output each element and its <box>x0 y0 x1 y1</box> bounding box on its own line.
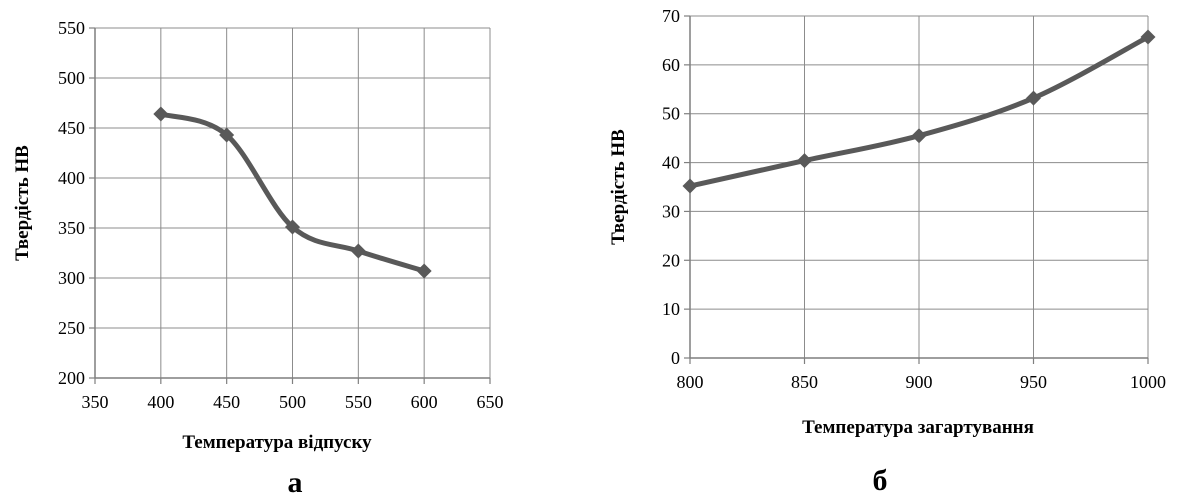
y-tick-label-a-2: 300 <box>58 268 85 288</box>
data-point-b-3 <box>1026 90 1041 106</box>
x-axis-title-b: Температура загартування <box>802 417 1034 438</box>
y-tick-label-a-7: 550 <box>58 18 85 38</box>
y-tick-label-b-3: 30 <box>662 201 680 221</box>
y-tick-label-b-4: 40 <box>662 153 680 173</box>
x-axis-title-a: Температура відпуску <box>182 432 372 453</box>
grid-lines-a <box>95 27 491 378</box>
x-tick-label-a-6: 650 <box>477 392 504 412</box>
chart-panel-a: 350 400 450 500 550 600 650 200 250 300 350 400 450… <box>12 18 504 499</box>
x-tick-label-a-0: 350 <box>82 392 109 412</box>
data-point-a-3 <box>350 243 366 259</box>
y-tick-label-a-5: 450 <box>58 118 85 138</box>
y-axis-title-b: Твердість НВ <box>608 129 629 245</box>
y-tick-label-a-1: 250 <box>58 318 85 338</box>
data-point-a-0 <box>153 106 169 122</box>
x-tick-label-a-3: 500 <box>279 392 306 412</box>
x-tick-label-b-4: 1000 <box>1130 372 1166 392</box>
y-tick-label-a-3: 350 <box>58 218 85 238</box>
y-tick-label-a-4: 400 <box>58 168 85 188</box>
data-point-a-2 <box>285 219 300 235</box>
data-point-b-0 <box>682 178 698 194</box>
x-tick-label-b-0: 800 <box>677 372 704 392</box>
x-ticks-a: 350 400 450 500 550 600 650 <box>82 378 504 412</box>
grid-lines-b <box>690 15 1149 358</box>
data-point-b-4 <box>1140 29 1156 45</box>
x-tick-label-b-2: 900 <box>906 372 933 392</box>
y-tick-label-b-7: 70 <box>662 6 680 26</box>
x-tick-label-a-2: 450 <box>213 392 240 412</box>
x-tick-label-b-1: 850 <box>791 372 818 392</box>
series-b <box>682 29 1156 194</box>
y-tick-label-b-1: 10 <box>662 299 680 319</box>
y-ticks-a: 200 250 300 350 400 450 500 550 <box>58 18 95 388</box>
panel-label-b: б <box>873 464 888 497</box>
data-point-b-1 <box>797 153 812 169</box>
y-tick-label-a-6: 500 <box>58 68 85 88</box>
data-point-b-2 <box>911 128 927 144</box>
x-tick-label-a-4: 550 <box>345 392 372 412</box>
data-point-a-1 <box>219 127 235 143</box>
y-tick-label-b-0: 0 <box>671 348 680 368</box>
panel-label-a: а <box>288 466 303 499</box>
x-tick-label-b-3: 950 <box>1020 372 1047 392</box>
y-tick-label-a-0: 200 <box>58 368 85 388</box>
y-tick-label-b-5: 50 <box>662 104 680 124</box>
x-tick-label-a-1: 400 <box>147 392 174 412</box>
x-ticks-b: 800 850 900 950 1000 <box>677 358 1166 392</box>
chart-panel-b: 800 850 900 950 1000 0 10 20 30 40 50 60 70 Темпера… <box>608 6 1166 497</box>
data-point-a-4 <box>416 263 432 279</box>
y-tick-label-b-6: 60 <box>662 55 680 75</box>
x-tick-label-a-5: 600 <box>411 392 438 412</box>
y-ticks-b: 0 10 20 30 40 50 60 70 <box>662 6 690 368</box>
y-axis-title-a: Твердість НВ <box>12 145 33 261</box>
series-a <box>153 106 432 279</box>
y-tick-label-b-2: 20 <box>662 250 680 270</box>
